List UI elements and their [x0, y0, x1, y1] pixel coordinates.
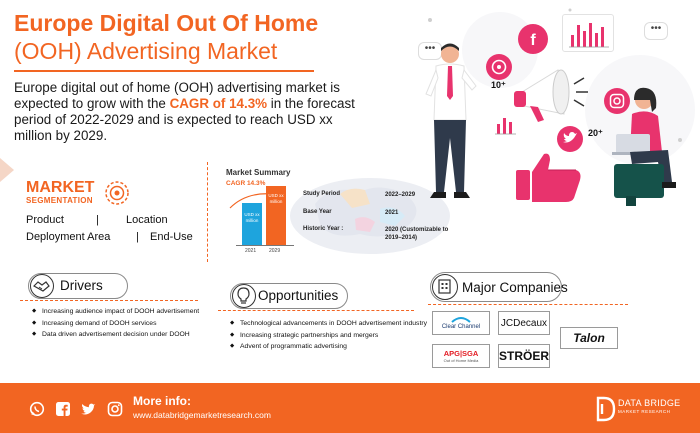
segment-end-use: End-Use — [150, 231, 193, 243]
marketing-illustration — [428, 8, 695, 165]
opportunities-title: Opportunities — [258, 288, 339, 303]
market-summary-background — [290, 178, 450, 254]
drivers-divider — [20, 300, 198, 301]
list-item: Increasing strategic partnerships and me… — [230, 330, 427, 342]
historic-year-label: Historic Year : — [303, 226, 344, 232]
segment-location: Location — [126, 214, 168, 226]
thumbs-up-icon — [516, 153, 581, 202]
segment-separator: | — [96, 214, 99, 226]
page-subtitle: (OOH) Advertising Market — [14, 38, 278, 64]
base-year-label: Base Year — [303, 209, 332, 215]
base-year-value: 2021 — [385, 210, 399, 216]
lightbulb-icon — [237, 287, 250, 304]
study-period-value: 2022–2029 — [385, 192, 416, 198]
page-title: Europe Digital Out Of Home — [14, 10, 319, 36]
companies-divider — [428, 304, 628, 305]
segmentation-title: MARKET — [26, 179, 95, 196]
intro-text-before: Europe digital out of home (OOH) adverti… — [14, 80, 340, 111]
segment-separator: | — [136, 231, 139, 243]
opportunities-list: Technological advancements in DOOH adver… — [230, 318, 427, 353]
facebook-icon: f — [518, 24, 548, 54]
list-item: Advent of programmatic advertising — [230, 341, 427, 353]
list-item: Increasing audience impact of DOOH adver… — [32, 306, 199, 318]
talon-logo: Talon — [560, 327, 618, 349]
brand-name: DATA BRIDGE — [618, 398, 681, 408]
brand-subtitle: MARKET RESEARCH — [618, 409, 671, 414]
chart-baseline — [236, 245, 294, 246]
cagr-highlight: CAGR of 14.3% — [169, 96, 268, 111]
bar-2021-year: 2021 — [245, 248, 257, 254]
chat-bubble-left: ••• — [418, 42, 442, 60]
bar-2029-year: 2029 — [269, 248, 281, 254]
segment-deployment-area: Deployment Area — [26, 231, 111, 243]
instagram-icon — [604, 88, 630, 114]
market-summary-title: Market Summary — [226, 168, 291, 177]
historic-year-value: 2020 (Customizable to 2019–2014) — [385, 227, 449, 241]
target-icon — [105, 181, 129, 205]
title-divider — [14, 70, 314, 72]
man-illustration — [425, 43, 477, 198]
jcdecaux-logo: JCDecaux — [498, 311, 550, 335]
section-divider — [207, 162, 208, 262]
building-icon — [438, 279, 451, 294]
apg-sga-sub: Out of Home Media — [443, 358, 479, 363]
clear-channel-logo: Clear Channel — [432, 311, 490, 335]
major-companies-icon-wrap — [432, 274, 458, 300]
like-count-right: 20⁺ — [588, 128, 603, 138]
drivers-icon-wrap — [30, 274, 54, 298]
bar-2021-label: USD xx million — [244, 212, 260, 223]
clear-channel-label: Clear Channel — [441, 324, 481, 330]
mini-bars-icon — [495, 118, 516, 135]
list-item: Technological advancements in DOOH adver… — [230, 318, 427, 330]
instagram-icon[interactable] — [107, 401, 123, 417]
bar-2029-label: USD xx million — [268, 193, 284, 204]
apg-sga-logo: APG|SGA Out of Home Media — [432, 344, 490, 368]
apg-sga-label: APG|SGA — [443, 349, 479, 358]
footer-bar — [0, 383, 700, 433]
bar-chart-card — [562, 14, 614, 52]
decorative-shape — [0, 158, 14, 182]
drivers-list: Increasing audience impact of DOOH adver… — [32, 306, 199, 341]
drivers-title: Drivers — [60, 278, 103, 293]
clear-channel-mark — [451, 317, 471, 323]
whatsapp-icon — [486, 54, 512, 80]
data-bridge-logo-icon — [596, 396, 616, 422]
market-summary-cagr: CAGR 14.3% — [226, 180, 266, 187]
handshake-icon — [33, 281, 50, 292]
opportunities-icon-wrap — [232, 284, 256, 308]
intro-paragraph: Europe digital out of home (OOH) adverti… — [14, 80, 359, 144]
segmentation-subtitle: SEGMENTATION — [26, 196, 93, 205]
stroer-logo: STRÖER — [498, 344, 550, 368]
woman-illustration — [612, 87, 676, 206]
twitter-icon — [557, 126, 583, 152]
whatsapp-icon[interactable] — [29, 401, 45, 417]
more-info-label: More info: — [133, 394, 191, 408]
major-companies-title: Major Companies — [462, 280, 568, 295]
bar-chart-icon — [569, 23, 609, 48]
svg-text:f: f — [530, 32, 536, 49]
list-item: Increasing demand of DOOH services — [32, 318, 199, 330]
chat-bubble-right: ••• — [644, 22, 668, 40]
facebook-icon[interactable] — [55, 401, 71, 417]
intro-text-after: in the forecast period of 2022-2029 and … — [14, 96, 355, 143]
like-count-left: 10⁺ — [491, 80, 506, 90]
twitter-icon[interactable] — [80, 401, 96, 417]
website-link[interactable]: www.databridgemarketresearch.com — [133, 410, 271, 420]
list-item: Data driven advertisement decision under… — [32, 329, 199, 341]
megaphone-icon — [514, 69, 588, 122]
study-period-label: Study Period — [303, 191, 341, 197]
opportunities-divider — [218, 310, 414, 311]
segment-product: Product — [26, 214, 64, 226]
bar-2029 — [266, 186, 286, 245]
bar-2021 — [242, 203, 262, 245]
